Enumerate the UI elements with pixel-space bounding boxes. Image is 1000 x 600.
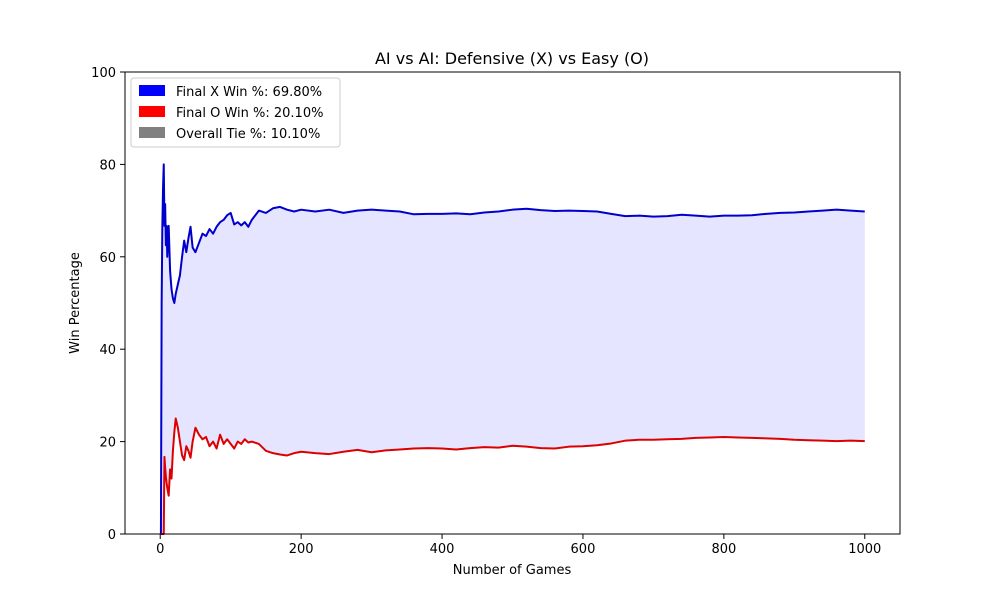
x-tick-label: 200 (289, 542, 314, 557)
y-tick-label: 0 (108, 528, 116, 543)
legend-swatch-tie (139, 127, 165, 138)
x-tick-label: 0 (156, 542, 164, 557)
y-tick-label: 80 (99, 158, 116, 173)
x-tick-label: 400 (430, 542, 455, 557)
y-tick-label: 40 (99, 343, 116, 358)
y-tick-label: 100 (91, 66, 116, 81)
x-tick-label: 1000 (848, 542, 881, 557)
legend-swatch-x-win (139, 85, 165, 96)
x-axis-label: Number of Games (453, 563, 572, 578)
series-layer (159, 163, 865, 535)
legend-label-o-win: Final O Win %: 20.10% (176, 106, 323, 121)
y-axis-label: Win Percentage (68, 252, 83, 354)
chart-title: AI vs AI: Defensive (X) vs Easy (O) (375, 49, 649, 68)
legend-label-x-win: Final X Win %: 69.80% (176, 85, 322, 100)
x-win-line (159, 163, 865, 535)
fill-between-layer (160, 164, 865, 534)
x-tick-label: 800 (711, 542, 736, 557)
x-axis: 0 200 400 600 800 1000 (156, 534, 881, 557)
y-tick-label: 60 (99, 251, 116, 266)
legend-label-tie: Overall Tie %: 10.10% (176, 127, 320, 142)
y-axis: 0 20 40 60 80 100 (91, 66, 125, 543)
legend-box (130, 77, 341, 148)
x-tick-label: 600 (571, 542, 596, 557)
legend-swatch-o-win (139, 106, 165, 117)
legend: Final X Win %: 69.80% Final O Win %: 20.… (130, 77, 341, 148)
fill-between-area (160, 164, 865, 534)
y-tick-label: 20 (99, 436, 116, 451)
plot-frame (124, 71, 901, 535)
o-win-line (160, 417, 865, 535)
